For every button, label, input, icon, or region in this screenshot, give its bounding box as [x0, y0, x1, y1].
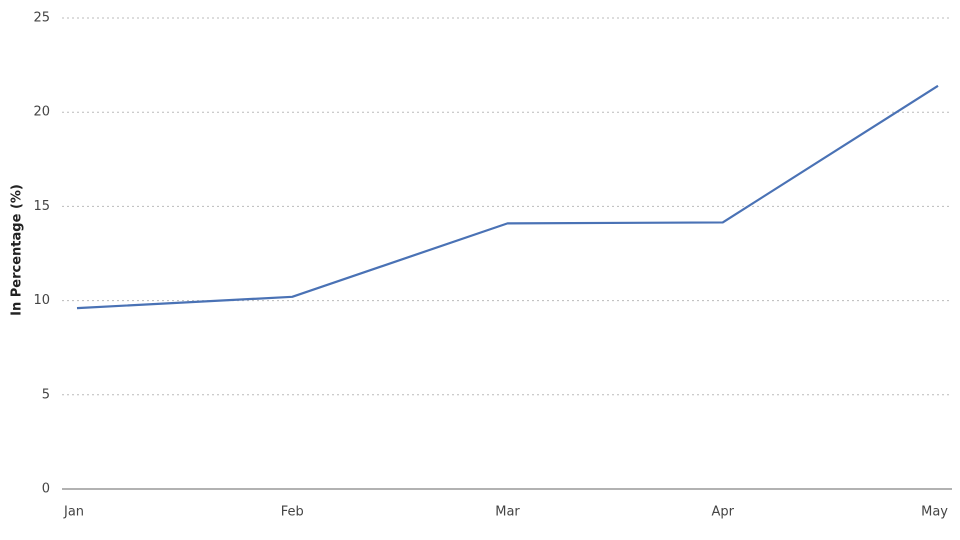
y-axis-label: In Percentage (%)	[10, 184, 25, 316]
y-tick-label: 25	[33, 11, 50, 26]
x-tick-label: Feb	[281, 505, 304, 520]
y-tick-label: 20	[33, 105, 50, 120]
y-tick-label: 10	[33, 293, 50, 308]
data-line	[76, 84, 939, 310]
x-tick-label: Jan	[63, 505, 84, 520]
x-tick-label: Mar	[495, 505, 520, 520]
x-tick-label: Apr	[712, 505, 735, 520]
y-tick-label: 0	[42, 482, 50, 497]
x-tick-label: May	[921, 505, 948, 520]
y-tick-label: 5	[42, 387, 50, 402]
y-tick-label: 15	[33, 199, 50, 214]
